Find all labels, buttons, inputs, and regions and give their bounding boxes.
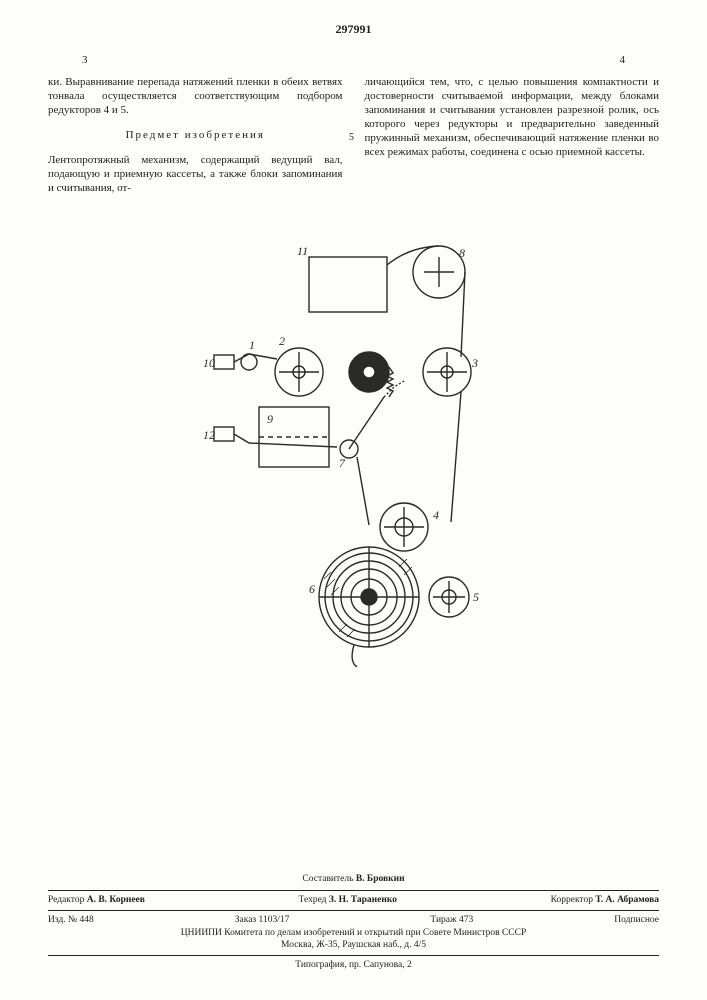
izd-number: Изд. № 448 [48, 914, 94, 927]
fig-label-4: 4 [433, 508, 439, 522]
margin-line-number: 5 [349, 132, 354, 143]
compiler-label: Составитель [302, 874, 353, 884]
mechanism-figure: 11 8 2 1 3 10 12 9 7 4 5 6 [48, 237, 659, 667]
patent-page: 297991 3 4 5 ки. Выравнивание перепада н… [0, 0, 707, 1000]
left-para-2: Лентопротяжный механизм, содержащий веду… [48, 153, 343, 195]
footer-rule-1 [48, 890, 659, 891]
org-line: ЦНИИПИ Комитета по делам изобретений и о… [48, 927, 659, 940]
fig-label-2: 2 [279, 334, 285, 348]
fig-label-5: 5 [473, 590, 479, 604]
fig-label-10: 10 [203, 356, 215, 370]
typo-line: Типография, пр. Сапунова, 2 [48, 959, 659, 972]
right-column: личающийся тем, что, с целью повышения к… [365, 64, 660, 207]
addr-line: Москва, Ж-35, Раушская наб., д. 4/5 [48, 939, 659, 952]
footer-rule-3 [48, 955, 659, 956]
corrector-label: Корректор [551, 895, 593, 905]
fig-label-12: 12 [203, 428, 215, 442]
fig-label-7: 7 [339, 456, 346, 470]
techred-label: Техред [299, 895, 327, 905]
credits-row: Редактор А. В. Корнеев Техред З. Н. Тара… [48, 894, 659, 907]
left-para-1: ки. Выравнивание перепада натяжений плен… [48, 75, 343, 117]
corrector-name: Т. А. Абрамова [595, 895, 659, 905]
compiler-name: В. Бровкин [356, 874, 405, 884]
fig-label-11: 11 [297, 244, 308, 258]
diagram-svg: 11 8 2 1 3 10 12 9 7 4 5 6 [189, 237, 519, 667]
fig-label-3: 3 [471, 356, 478, 370]
left-column: ки. Выравнивание перепада натяжений плен… [48, 64, 343, 207]
subject-heading: Предмет изобретения [48, 128, 343, 142]
techred-name: З. Н. Тараненко [329, 895, 397, 905]
column-number-right: 4 [620, 54, 626, 66]
editor-name: А. В. Корнеев [87, 895, 145, 905]
zakaz-number: Заказ 1103/17 [235, 914, 290, 927]
fig-label-1: 1 [249, 338, 255, 352]
editor-label: Редактор [48, 895, 84, 905]
footer-rule-2 [48, 910, 659, 911]
column-number-left: 3 [82, 54, 88, 66]
compiler-line: Составитель В. Бровкин [48, 873, 659, 886]
podpisnoe: Подписное [614, 914, 659, 927]
right-para-1: личающийся тем, что, с целью повышения к… [365, 75, 660, 159]
pubdata-row: Изд. № 448 Заказ 1103/17 Тираж 473 Подпи… [48, 914, 659, 927]
fig-label-9: 9 [267, 412, 273, 426]
tirazh: Тираж 473 [430, 914, 473, 927]
document-number: 297991 [0, 22, 707, 37]
fig-label-8: 8 [459, 246, 465, 260]
fig-label-6: 6 [309, 582, 315, 596]
imprint-footer: Составитель В. Бровкин Редактор А. В. Ко… [48, 873, 659, 972]
